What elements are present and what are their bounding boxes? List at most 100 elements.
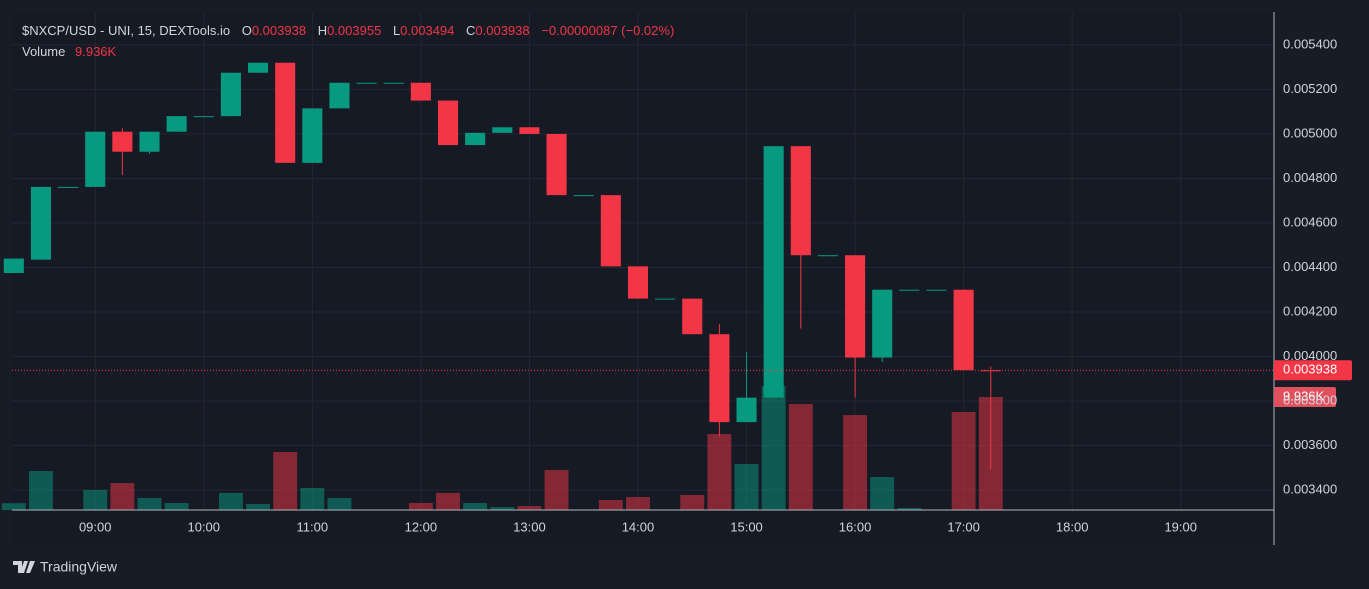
volume-bar	[1, 503, 26, 510]
price-tags: 0.003938 9.936K	[1274, 360, 1352, 408]
price-tag	[1274, 360, 1352, 381]
volume-bar	[626, 497, 650, 510]
legend: $NXCP/USD - UNI, 15, DEXTools.io O0.0039…	[22, 23, 674, 38]
candle-body	[627, 266, 649, 299]
volume-bar	[300, 487, 325, 510]
candle-body	[85, 131, 106, 187]
volume-bar	[707, 434, 732, 510]
x-tick-label: 18:00	[1056, 519, 1089, 534]
volume-bars	[1, 386, 1003, 510]
y-tick-label: 0.003600	[1283, 437, 1337, 452]
candle-body	[3, 258, 24, 274]
candle-body	[872, 289, 893, 358]
candle-body	[790, 146, 811, 256]
volume-bar	[273, 452, 298, 510]
x-tick-label: 17:00	[947, 519, 980, 534]
x-tick-label: 11:00	[297, 519, 329, 534]
price-tag-label: 0.003938	[1283, 362, 1337, 377]
y-tick-label: 0.004200	[1283, 303, 1337, 318]
y-tick-label: 0.005200	[1283, 81, 1337, 96]
ohlc-letter: O	[242, 23, 252, 38]
volume-bar	[408, 502, 433, 510]
candle-body	[492, 127, 513, 133]
volume-bar	[951, 411, 976, 510]
y-tick-label: 0.003400	[1283, 481, 1337, 496]
volume-bar	[897, 507, 922, 510]
x-tick-label: 12:00	[405, 519, 438, 534]
volume-bar	[734, 463, 759, 510]
volume-bar	[164, 502, 189, 510]
candle-body	[573, 195, 594, 197]
x-tick-label: 10:00	[187, 519, 220, 534]
volume-name: Volume	[22, 44, 65, 59]
volume-bar	[137, 497, 162, 510]
candle-body	[437, 100, 459, 146]
candle-body	[600, 195, 621, 267]
y-tick-label: 0.004800	[1283, 170, 1337, 185]
ohlc-letter: L	[393, 23, 400, 38]
ohlc-letter: C	[466, 23, 475, 38]
candle-body	[139, 131, 160, 152]
x-tick-label: 16:00	[839, 519, 872, 534]
x-tick-label: 19:00	[1164, 519, 1197, 534]
volume-bar	[463, 502, 488, 510]
volume-bar	[246, 503, 270, 510]
candle-body	[546, 133, 567, 196]
candle-body	[817, 255, 838, 257]
candles	[3, 62, 1274, 470]
candle-body	[410, 82, 431, 101]
high-value: 0.003955	[327, 23, 381, 38]
candle-body	[248, 62, 269, 73]
candle-body	[166, 116, 187, 132]
candle-body	[220, 72, 241, 117]
volume-bar	[327, 497, 352, 510]
volume-bar	[761, 386, 786, 510]
y-tick-label: 0.005400	[1283, 36, 1337, 51]
candle-body	[709, 334, 730, 423]
low-value: 0.003494	[400, 23, 454, 38]
y-tick-label: 0.004400	[1283, 259, 1337, 274]
volume-value: 9.936K	[75, 44, 117, 59]
candle-body	[383, 82, 404, 84]
volume-bar	[490, 507, 515, 510]
candle-body	[736, 397, 757, 423]
volume-tag-label: 9.936K	[1283, 388, 1325, 403]
y-tick-label: 0.005000	[1283, 125, 1337, 140]
candle-body	[899, 289, 920, 291]
close-value: 0.003938	[475, 23, 529, 38]
y-tick-label: 0.004000	[1283, 348, 1337, 363]
candle-body	[519, 127, 540, 134]
logo-icon	[13, 561, 35, 573]
x-tick-label: 13:00	[513, 519, 546, 534]
ohlc-letter: H	[318, 23, 327, 38]
x-tick-label: 09:00	[79, 519, 112, 534]
volume-bar	[680, 494, 705, 510]
open-value: 0.003938	[252, 23, 306, 38]
candle-body	[275, 62, 296, 163]
volume-bar	[218, 492, 243, 510]
candle-body	[112, 131, 133, 152]
volume-bar	[598, 499, 623, 510]
volume-tag	[1274, 387, 1336, 408]
branding: TradingView	[40, 559, 118, 575]
volume-bar	[436, 492, 460, 510]
volume-bar	[110, 483, 135, 510]
volume-bar	[843, 415, 868, 510]
candle-body	[845, 255, 866, 358]
candle-body	[763, 146, 784, 398]
candle-body	[926, 289, 947, 291]
x-tick-label: 15:00	[730, 519, 763, 534]
y-tick-label: 0.004600	[1283, 214, 1337, 229]
volume-bar	[870, 477, 895, 510]
volume-bar	[517, 506, 542, 510]
change: −0.00000087 (−0.02%)	[541, 23, 674, 38]
candle-body	[682, 298, 703, 335]
candle-body	[302, 108, 323, 163]
candle-body	[30, 186, 51, 260]
y-tick-label: 0.003800	[1283, 392, 1337, 407]
volume-bar	[29, 471, 53, 510]
symbol: $NXCP/USD - UNI, 15, DEXTools.io	[22, 23, 230, 38]
candle-body	[953, 289, 974, 371]
volume-bar	[788, 404, 813, 510]
volume-bar	[544, 469, 569, 510]
